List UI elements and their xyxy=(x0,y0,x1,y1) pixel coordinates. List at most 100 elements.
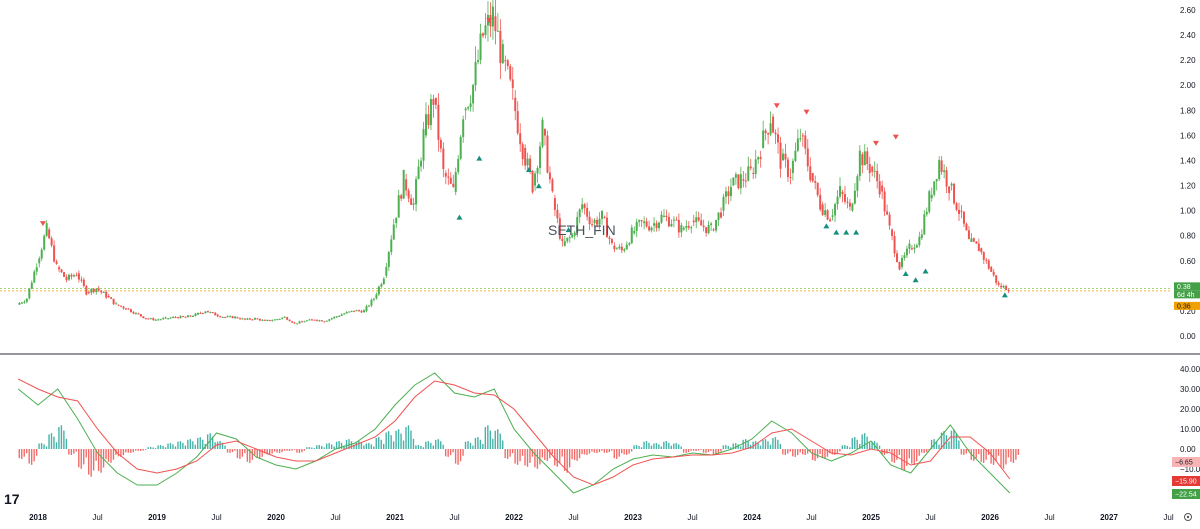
macd-histogram-bar xyxy=(950,430,953,449)
candle-body xyxy=(469,103,472,108)
candle-body xyxy=(940,160,943,172)
macd-histogram-bar xyxy=(516,449,519,465)
candle-body xyxy=(162,318,165,320)
candle-body xyxy=(561,238,564,242)
candle-body xyxy=(893,235,896,254)
macd-histogram-bar xyxy=(995,449,997,462)
tradingview-logo: 17 xyxy=(4,491,20,507)
candle-body xyxy=(437,104,440,140)
macd-histogram-bar xyxy=(1007,449,1010,458)
candle-body xyxy=(28,288,31,299)
candle-body xyxy=(903,255,906,259)
macd-histogram-bar xyxy=(80,449,82,469)
candle-body xyxy=(335,316,338,318)
candle-body xyxy=(601,210,604,219)
candle-body xyxy=(239,318,242,320)
macd-histogram-bar xyxy=(162,445,164,449)
macd-tick-label: 30.00 xyxy=(1180,385,1200,394)
candle-body xyxy=(697,217,700,221)
macd-histogram-bar xyxy=(695,449,697,451)
macd-histogram-bar xyxy=(321,445,323,449)
candle-body xyxy=(826,210,829,220)
macd-histogram-bar xyxy=(380,439,382,449)
candle-body xyxy=(744,180,747,182)
macd-histogram-bar xyxy=(598,449,601,453)
macd-histogram-bar xyxy=(21,449,23,459)
candle-body xyxy=(206,310,209,313)
candle-body xyxy=(296,323,299,325)
candle-body xyxy=(177,317,180,319)
candle-body xyxy=(261,319,264,321)
candle-body xyxy=(930,194,933,199)
candle-body xyxy=(759,157,762,159)
macd-histogram-bar xyxy=(251,449,254,460)
candle-body xyxy=(385,267,388,276)
macd-histogram-bar xyxy=(759,445,762,449)
macd-histogram-bar xyxy=(792,449,794,457)
macd-histogram-bar xyxy=(325,443,328,449)
candle-body xyxy=(613,245,616,250)
buy-signal-marker xyxy=(525,166,532,172)
macd-histogram-bar xyxy=(544,449,546,460)
candle-body xyxy=(536,167,539,174)
macd-histogram-bar xyxy=(68,449,70,455)
macd-histogram-bar xyxy=(841,445,844,449)
macd-histogram-bar xyxy=(821,449,824,459)
candle-body xyxy=(692,220,695,223)
macd-histogram-bar xyxy=(762,439,764,449)
macd-histogram-bar xyxy=(789,449,791,452)
macd-histogram-bar xyxy=(844,445,846,449)
candle-body xyxy=(598,218,601,225)
settings-gear-icon[interactable] xyxy=(1184,513,1192,521)
macd-histogram-bar xyxy=(117,449,120,457)
macd-histogram-bar xyxy=(816,449,819,459)
candle-body xyxy=(491,6,494,27)
macd-histogram-bar xyxy=(868,442,871,449)
candle-body xyxy=(610,238,613,243)
macd-histogram-bar xyxy=(187,439,189,449)
candle-body xyxy=(365,306,368,311)
macd-histogram-bar xyxy=(896,449,898,460)
macd-histogram-bar xyxy=(549,449,551,459)
macd-histogram-bar xyxy=(886,449,888,454)
candle-body xyxy=(509,66,512,80)
candle-body xyxy=(129,309,132,313)
candle-body xyxy=(333,316,336,319)
x-axis: 2018 Jul 2019 Jul 2020 Jul 2021 Jul 2022 Jul 2023 J… xyxy=(29,513,1174,522)
candle-body xyxy=(241,318,244,320)
candle-body xyxy=(853,190,856,204)
macd-histogram-bar xyxy=(960,449,963,455)
macd-histogram-bar xyxy=(710,449,712,451)
macd-histogram-bar xyxy=(184,445,187,449)
macd-histogram-bar xyxy=(712,449,715,455)
candle-body xyxy=(48,229,51,239)
candle-body xyxy=(655,223,658,229)
candle-body xyxy=(204,311,207,314)
macd-histogram-bar xyxy=(692,449,695,451)
macd-green-badge-text: −22.54 xyxy=(1175,492,1197,499)
macd-histogram-bar xyxy=(447,449,449,457)
price-tick-label: 2.00 xyxy=(1180,81,1196,90)
candle-body xyxy=(221,316,224,318)
x-axis-tick-label: Jul xyxy=(449,513,459,522)
candle-body xyxy=(531,171,534,193)
macd-histogram-bar xyxy=(444,449,447,457)
macd-histogram-bar xyxy=(940,432,943,449)
candle-body xyxy=(905,248,908,256)
candle-body xyxy=(33,271,36,283)
macd-histogram-bar xyxy=(385,432,387,449)
macd-histogram-bar xyxy=(410,430,412,449)
macd-histogram-bar xyxy=(211,436,214,449)
candle-body xyxy=(615,248,618,250)
candle-body xyxy=(784,153,787,160)
macd-histogram-bar xyxy=(231,449,234,453)
candle-body xyxy=(484,25,487,36)
candle-body xyxy=(472,84,475,104)
macd-histogram-bar xyxy=(566,449,568,473)
macd-histogram-bar xyxy=(534,449,536,468)
candle-body xyxy=(816,182,819,196)
macd-histogram-bar xyxy=(48,434,50,449)
candle-body xyxy=(18,303,21,305)
macd-histogram-bar xyxy=(794,449,796,457)
